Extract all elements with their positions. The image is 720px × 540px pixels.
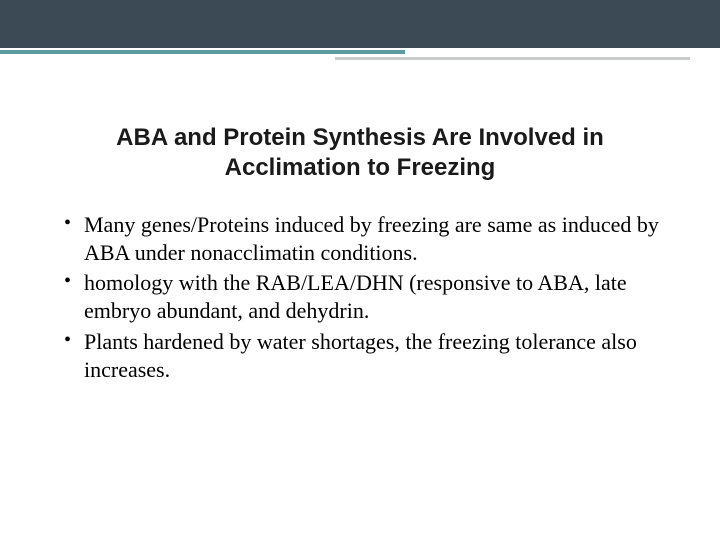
slide-title: ABA and Protein Synthesis Are Involved i… [48, 123, 672, 183]
accent-line-gray [335, 57, 690, 60]
list-item: Many genes/Proteins induced by freezing … [64, 211, 668, 267]
bullet-list: Many genes/Proteins induced by freezing … [48, 211, 672, 384]
slide-content: ABA and Protein Synthesis Are Involved i… [0, 48, 720, 384]
list-item: homology with the RAB/LEA/DHN (responsiv… [64, 269, 668, 325]
accent-line-teal [0, 50, 405, 54]
list-item: Plants hardened by water shortages, the … [64, 328, 668, 384]
top-decorative-band [0, 0, 720, 48]
